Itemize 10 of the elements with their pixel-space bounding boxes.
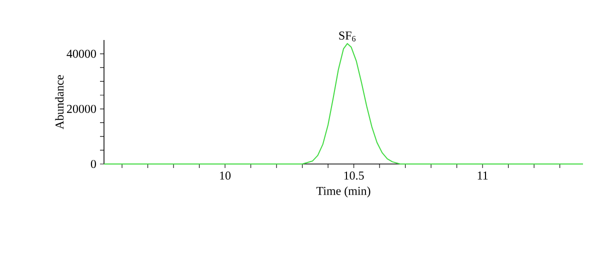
x-tick-label: 11 (478, 172, 488, 180)
y-tick-label: 40000 (66, 50, 96, 58)
line-series (104, 43, 584, 164)
y-tick-label: 0 (90, 160, 96, 168)
x-tick-label: 10 (220, 172, 231, 180)
x-tick-label: 10.5 (344, 172, 364, 180)
y-tick-label: 20000 (67, 104, 96, 113)
annotation: SF$_{6}$ (339, 32, 356, 42)
y-axis-title: Abundance (55, 75, 64, 130)
x-axis-title: Time (min) (316, 186, 370, 198)
